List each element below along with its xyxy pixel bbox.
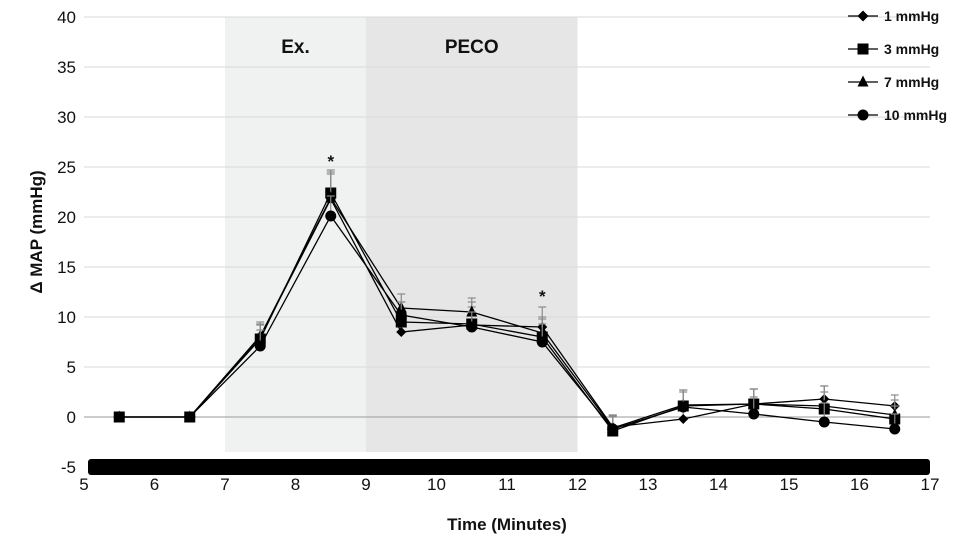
x-tick-label-8: 13 bbox=[639, 475, 658, 494]
legend: 1 mmHg 3 mmHg 7 mmHg 10 mmHg bbox=[848, 8, 947, 123]
data-point bbox=[466, 321, 478, 333]
x-tick-label-5: 10 bbox=[427, 475, 446, 494]
data-point bbox=[889, 423, 901, 435]
legend-marker-0 bbox=[857, 10, 869, 22]
band-labels: Ex. PECO bbox=[281, 37, 498, 58]
shaded-region-label-1: PECO bbox=[445, 37, 499, 58]
x-tick-label-2: 7 bbox=[220, 475, 229, 494]
y-tick-label-5: 20 bbox=[57, 208, 76, 227]
x-tick-label-7: 12 bbox=[568, 475, 587, 494]
legend-label-2: 7 mmHg bbox=[884, 74, 939, 90]
x-tick-label-10: 15 bbox=[780, 475, 799, 494]
y-tick-label-1: 0 bbox=[67, 408, 76, 427]
shaded-region-label-0: Ex. bbox=[281, 37, 310, 58]
legend-marker-2 bbox=[857, 75, 869, 87]
y-tick-label-2: 5 bbox=[67, 358, 76, 377]
black-bar bbox=[88, 459, 930, 475]
data-point bbox=[466, 305, 478, 317]
x-tick-label-9: 14 bbox=[709, 475, 728, 494]
y-tick-label-0: -5 bbox=[61, 458, 76, 477]
legend-label-3: 10 mmHg bbox=[884, 107, 947, 123]
data-point bbox=[113, 411, 125, 423]
series-layer bbox=[113, 169, 901, 437]
data-point bbox=[678, 414, 689, 424]
y-axis-title: Δ MAP (mmHg) bbox=[27, 170, 46, 293]
x-tick-label-0: 5 bbox=[79, 475, 88, 494]
annotations: ** bbox=[327, 152, 546, 306]
legend-label-1: 3 mmHg bbox=[884, 41, 939, 57]
data-point bbox=[818, 416, 830, 428]
x-axis-ticks: 5 6 7 8 9 10 11 12 13 14 15 16 17 bbox=[79, 475, 939, 494]
x-tick-label-11: 16 bbox=[850, 475, 869, 494]
data-point bbox=[677, 401, 689, 413]
data-point bbox=[325, 210, 337, 222]
y-tick-label-6: 25 bbox=[57, 158, 76, 177]
data-point bbox=[184, 411, 196, 423]
y-axis-ticks: -5 0 5 10 15 20 25 30 35 40 bbox=[57, 8, 76, 477]
shaded-bands bbox=[225, 17, 578, 452]
series-line bbox=[119, 196, 895, 429]
x-tick-label-12: 17 bbox=[921, 475, 940, 494]
series-3 bbox=[113, 195, 901, 435]
y-tick-label-4: 15 bbox=[57, 258, 76, 277]
data-point bbox=[254, 340, 266, 352]
legend-label-0: 1 mmHg bbox=[884, 8, 939, 24]
data-point bbox=[536, 336, 548, 348]
data-point bbox=[607, 423, 619, 435]
legend-marker-3 bbox=[857, 109, 869, 121]
y-tick-label-7: 30 bbox=[57, 108, 76, 127]
data-point bbox=[395, 316, 407, 328]
data-point bbox=[395, 309, 407, 321]
x-tick-label-1: 6 bbox=[150, 475, 159, 494]
data-point bbox=[748, 408, 760, 420]
y-tick-label-9: 40 bbox=[57, 8, 76, 27]
y-tick-label-8: 35 bbox=[57, 58, 76, 77]
data-point bbox=[396, 327, 407, 337]
series-line bbox=[119, 214, 895, 430]
occlusion-bar bbox=[88, 459, 930, 475]
significance-marker-0: * bbox=[327, 152, 334, 171]
shaded-region-1 bbox=[366, 17, 578, 452]
y-tick-label-3: 10 bbox=[57, 308, 76, 327]
shaded-region-0 bbox=[225, 17, 366, 452]
x-tick-label-3: 8 bbox=[291, 475, 300, 494]
gridlines bbox=[84, 16, 930, 418]
x-axis-title: Time (Minutes) bbox=[447, 515, 567, 534]
legend-marker-1 bbox=[857, 43, 869, 55]
x-tick-label-6: 11 bbox=[498, 475, 516, 494]
x-tick-label-4: 9 bbox=[361, 475, 370, 494]
significance-marker-1: * bbox=[539, 287, 546, 306]
